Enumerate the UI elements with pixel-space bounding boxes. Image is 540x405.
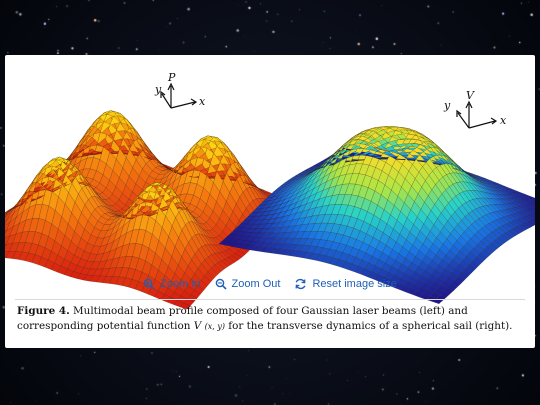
surface-patch (180, 303, 191, 310)
reset-icon (295, 278, 306, 290)
zoom-out-button[interactable]: Zoom Out (215, 278, 281, 290)
right-axis-v-label: V (466, 89, 475, 102)
zoom-out-label: Zoom Out (231, 278, 281, 290)
caption-text-after: for the transverse dynamics of a spheric… (224, 320, 513, 332)
caption-math-args: (x, y) (204, 322, 225, 331)
figure-plots: y P x y V x (0, 71, 540, 310)
figure-panel: y P x y V x Zoom In (0, 55, 540, 348)
right-axes-triad (456, 100, 498, 129)
figure-caption: Figure 4. Multimodal beam profile compos… (17, 304, 523, 334)
reset-image-size-label: Reset image size (312, 278, 397, 290)
left-axis-p-label: P (167, 71, 176, 84)
right-axis-x-label: x (500, 114, 507, 127)
zoom-in-button[interactable]: Zoom In (143, 278, 201, 290)
reset-image-size-button[interactable]: Reset image size (294, 278, 397, 290)
caption-text-before: Multimodal beam profile composed of four… (17, 305, 468, 332)
figure-image: y P x y V x (0, 55, 540, 313)
right-axis-y-label: y (443, 99, 451, 112)
potential-surface (218, 126, 540, 304)
zoom-in-icon (143, 278, 155, 290)
left-axes-triad (160, 82, 198, 109)
left-axis-x-label: x (199, 95, 206, 108)
caption-divider (15, 299, 525, 300)
caption-math-v: V (193, 320, 202, 332)
figure-label: Figure 4. (17, 305, 70, 317)
zoom-out-icon (215, 278, 227, 290)
zoom-in-label: Zoom In (160, 278, 201, 290)
left-axis-y-label: y (154, 83, 162, 96)
image-toolbar: Zoom In Zoom Out Reset image size (5, 273, 535, 295)
